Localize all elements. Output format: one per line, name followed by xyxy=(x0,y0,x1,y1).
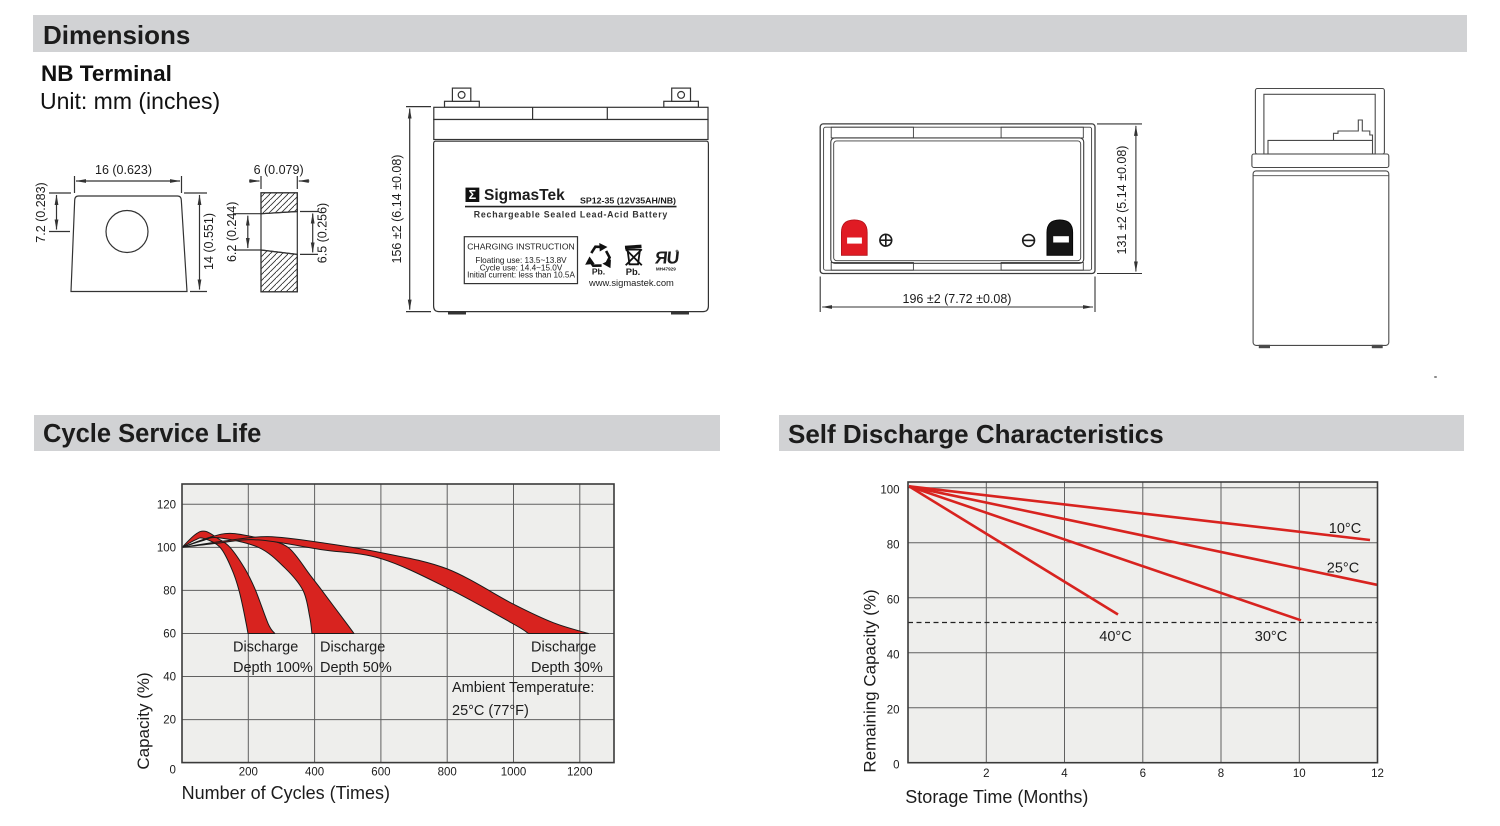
svg-text:400: 400 xyxy=(305,767,324,779)
svg-text:8: 8 xyxy=(1218,768,1224,780)
svg-text:Pb.: Pb. xyxy=(626,266,641,277)
svg-text:12: 12 xyxy=(1371,768,1384,780)
svg-text:25°C: 25°C xyxy=(1327,561,1359,577)
svg-text:Rechargeable Sealed Lead-Acid: Rechargeable Sealed Lead-Acid Battery xyxy=(474,210,668,220)
svg-text:Pb.: Pb. xyxy=(592,267,605,277)
svg-text:156 ±2 (6.14 ±0.08): 156 ±2 (6.14 ±0.08) xyxy=(390,155,404,264)
svg-text:80: 80 xyxy=(163,585,176,597)
svg-text:SigmasTek: SigmasTek xyxy=(484,187,565,204)
svg-text:200: 200 xyxy=(239,767,258,779)
svg-text:16 (0.623): 16 (0.623) xyxy=(95,163,152,177)
svg-text:Cycle use: 14.4~15.0V: Cycle use: 14.4~15.0V xyxy=(480,263,563,272)
svg-text:6.5 (0.256): 6.5 (0.256) xyxy=(316,203,330,263)
svg-text:20: 20 xyxy=(887,705,900,717)
svg-text:40°C: 40°C xyxy=(1099,629,1131,645)
svg-text:60: 60 xyxy=(163,629,176,641)
svg-text:Ambient Temperature:: Ambient Temperature: xyxy=(452,680,594,696)
svg-text:0: 0 xyxy=(169,764,175,776)
svg-text:Discharge: Discharge xyxy=(320,640,385,656)
svg-text:10: 10 xyxy=(1293,768,1306,780)
svg-text:Discharge: Discharge xyxy=(233,640,298,656)
svg-text:100: 100 xyxy=(157,542,176,554)
svg-text:Number of Cycles (Times): Number of Cycles (Times) xyxy=(182,783,390,803)
svg-text:Remaining Capacity (%): Remaining Capacity (%) xyxy=(861,589,880,772)
svg-text:Depth 30%: Depth 30% xyxy=(531,660,603,676)
svg-text:Depth 100%: Depth 100% xyxy=(233,660,313,676)
svg-text:Initial current: less than 10.: Initial current: less than 10.5A xyxy=(467,271,575,280)
svg-text:Discharge: Discharge xyxy=(531,640,596,656)
svg-text:80: 80 xyxy=(887,540,900,552)
svg-text:10°C: 10°C xyxy=(1329,521,1361,537)
svg-text:4: 4 xyxy=(1061,768,1068,780)
svg-text:100: 100 xyxy=(880,485,899,497)
svg-text:14 (0.551): 14 (0.551) xyxy=(202,213,216,270)
svg-text:www.sigmastek.com: www.sigmastek.com xyxy=(588,277,674,288)
svg-text:120: 120 xyxy=(157,499,176,511)
svg-text:800: 800 xyxy=(438,767,457,779)
svg-text:60: 60 xyxy=(887,595,900,607)
svg-text:ЯU: ЯU xyxy=(654,248,680,268)
svg-text:25°C (77°F): 25°C (77°F) xyxy=(452,703,529,719)
svg-text:SP12-35 (12V35AH/NB): SP12-35 (12V35AH/NB) xyxy=(580,196,676,206)
svg-text:20: 20 xyxy=(163,715,176,727)
svg-text:131 ±2 (5.14 ±0.08): 131 ±2 (5.14 ±0.08) xyxy=(1115,146,1129,255)
svg-text:30°C: 30°C xyxy=(1255,629,1287,645)
svg-text:6.2 (0.244): 6.2 (0.244) xyxy=(225,202,239,262)
svg-text:2: 2 xyxy=(983,768,989,780)
svg-text:0: 0 xyxy=(893,760,899,772)
svg-text:7.2 (0.283): 7.2 (0.283) xyxy=(34,182,48,242)
svg-text:1000: 1000 xyxy=(501,767,527,779)
svg-text:6 (0.079): 6 (0.079) xyxy=(254,163,304,177)
svg-text:CHARGING INSTRUCTION: CHARGING INSTRUCTION xyxy=(467,241,574,251)
svg-text:1200: 1200 xyxy=(567,767,593,779)
svg-text:40: 40 xyxy=(163,672,176,684)
svg-text:6: 6 xyxy=(1140,768,1146,780)
svg-text:Floating use: 13.5~13.8V: Floating use: 13.5~13.8V xyxy=(475,256,567,265)
svg-text:Capacity (%): Capacity (%) xyxy=(134,672,153,769)
svg-text:Depth 50%: Depth 50% xyxy=(320,660,392,676)
svg-text:Σ: Σ xyxy=(469,188,477,202)
svg-text:Storage Time (Months): Storage Time (Months) xyxy=(905,787,1088,807)
svg-text:40: 40 xyxy=(887,650,900,662)
svg-text:600: 600 xyxy=(371,767,390,779)
svg-text:196 ±2 (7.72 ±0.08): 196 ±2 (7.72 ±0.08) xyxy=(903,292,1012,306)
svg-text:MH47929: MH47929 xyxy=(656,267,676,272)
